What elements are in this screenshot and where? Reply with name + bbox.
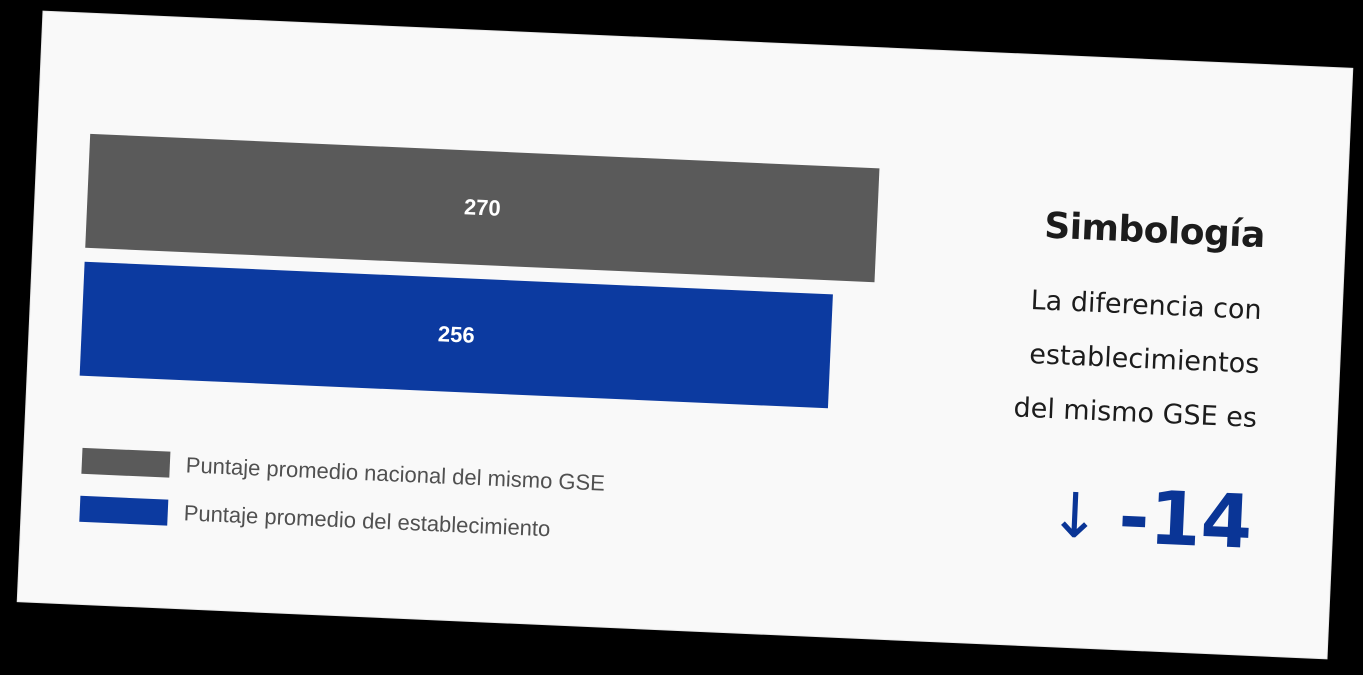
- legend-swatch: [79, 495, 169, 526]
- chart-legend: Puntaje promedio nacional del mismo GSE P…: [79, 442, 606, 561]
- difference-value: -14: [1116, 474, 1255, 566]
- symbology-title: Simbología: [1043, 205, 1266, 257]
- arrow-down-icon: ↓: [1047, 477, 1103, 553]
- bar-2: 256: [79, 261, 833, 409]
- legend-label: Puntaje promedio del establecimiento: [183, 500, 551, 542]
- legend-swatch: [81, 447, 171, 478]
- bar-value-label: 270: [463, 194, 502, 221]
- bar-1: 270: [85, 133, 880, 283]
- results-card: 270 256 Puntaje promedio nacional del mis…: [17, 11, 1353, 659]
- bar-value-label: 256: [437, 321, 476, 348]
- symbology-panel: Simbología La diferencia con establecimi…: [951, 202, 1266, 566]
- bar-chart: 270 256: [79, 133, 890, 429]
- legend-label: Puntaje promedio nacional del mismo GSE: [185, 452, 606, 496]
- symbology-text: La diferencia con establecimientos del m…: [956, 271, 1263, 446]
- difference-indicator: ↓ -14: [951, 467, 1254, 566]
